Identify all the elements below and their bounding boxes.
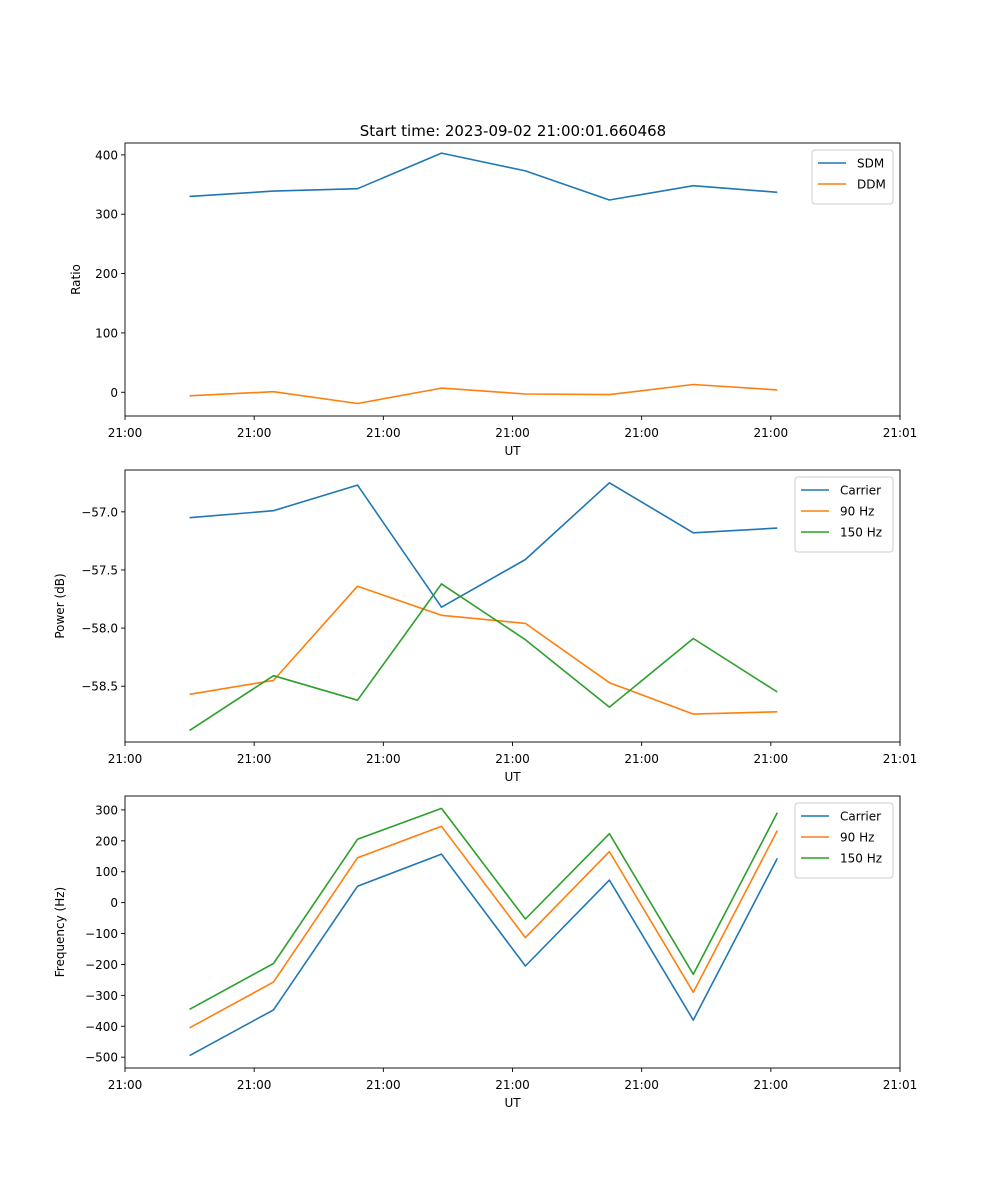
y-tick-label: −200 xyxy=(85,958,118,972)
y-tick-label: 100 xyxy=(95,326,118,340)
y-tick-label: −57.0 xyxy=(81,505,118,519)
subplots: 21:00 21:00 21:00 21:00 21:00 21:00 21:0101002… xyxy=(53,142,918,1110)
x-tick-label: 21:00 xyxy=(366,426,401,440)
x-tick-label: 21:00 xyxy=(624,752,659,766)
y-tick-label: −58.0 xyxy=(81,622,118,636)
y-tick-label: −58.5 xyxy=(81,680,118,694)
x-tick-label: 21:00 xyxy=(108,426,143,440)
legend-label: 150 Hz xyxy=(840,526,882,540)
series-line-carrier xyxy=(189,853,779,1057)
series-line-sdm xyxy=(189,152,778,201)
x-tick-label: 21:00 xyxy=(108,1078,143,1092)
x-tick-label: 21:00 xyxy=(237,752,272,766)
x-tick-label: 21:00 xyxy=(237,1078,272,1092)
y-tick-label: 400 xyxy=(95,148,118,162)
legend-label: 90 Hz xyxy=(840,831,874,845)
x-tick-label: 21:00 xyxy=(495,1078,530,1092)
figure-title: Start time: 2023-09-02 21:00:01.660468 xyxy=(360,122,666,140)
x-axis-label: UT xyxy=(504,1096,521,1110)
y-axis-label: Ratio xyxy=(69,264,83,295)
series-line-150-hz xyxy=(189,807,779,1011)
x-tick-label: 21:01 xyxy=(883,426,918,440)
x-axis-label: UT xyxy=(504,444,521,458)
x-tick-label: 21:00 xyxy=(624,426,659,440)
series-line-carrier xyxy=(189,481,778,609)
y-tick-label: 0 xyxy=(110,386,118,400)
series-line-ddm xyxy=(189,383,778,405)
y-tick-label: 0 xyxy=(110,896,118,910)
y-axis-label: Frequency (Hz) xyxy=(53,887,67,978)
y-tick-label: 300 xyxy=(95,803,118,817)
series-line-90-hz xyxy=(189,585,778,715)
series-line-150-hz xyxy=(189,583,778,732)
legend-box xyxy=(794,802,894,879)
legend-box xyxy=(794,476,894,553)
x-tick-label: 21:00 xyxy=(754,1078,789,1092)
x-tick-label: 21:00 xyxy=(108,752,143,766)
series-line-90-hz xyxy=(189,825,779,1029)
x-tick-label: 21:00 xyxy=(495,752,530,766)
x-tick-label: 21:00 xyxy=(237,426,272,440)
y-tick-label: −300 xyxy=(85,989,118,1003)
y-tick-label: 200 xyxy=(95,834,118,848)
legend-label: SDM xyxy=(857,157,884,171)
legend: Carrier 90 Hz 150 Hz xyxy=(794,476,894,553)
legend-label: DDM xyxy=(857,178,886,192)
x-tick-label: 21:00 xyxy=(624,1078,659,1092)
x-tick-label: 21:00 xyxy=(366,752,401,766)
legend-label: 150 Hz xyxy=(840,852,882,866)
x-tick-label: 21:01 xyxy=(883,1078,918,1092)
y-axis-label: Power (dB) xyxy=(53,573,67,638)
subplot-3: 21:00 21:00 21:00 21:00 21:00 21:00 21:01 −500 −… xyxy=(53,795,918,1110)
y-tick-label: −500 xyxy=(85,1051,118,1065)
x-tick-label: 21:00 xyxy=(754,426,789,440)
subplot-1: 21:00 21:00 21:00 21:00 21:00 21:00 21:01 0 100 2… xyxy=(69,142,918,458)
y-tick-label: 200 xyxy=(95,267,118,281)
x-tick-label: 21:01 xyxy=(883,752,918,766)
x-tick-label: 21:00 xyxy=(754,752,789,766)
y-tick-label: −57.5 xyxy=(81,563,118,577)
y-tick-label: −400 xyxy=(85,1020,118,1034)
legend: SDM DDM xyxy=(811,149,894,205)
y-tick-label: −100 xyxy=(85,927,118,941)
legend-label: Carrier xyxy=(840,484,881,498)
legend-label: 90 Hz xyxy=(840,505,874,519)
y-tick-label: 300 xyxy=(95,208,118,222)
x-tick-label: 21:00 xyxy=(366,1078,401,1092)
legend: Carrier 90 Hz 150 Hz xyxy=(794,802,894,879)
y-tick-label: 100 xyxy=(95,865,118,879)
x-tick-label: 21:00 xyxy=(495,426,530,440)
legend-label: Carrier xyxy=(840,810,881,824)
x-axis-label: UT xyxy=(504,770,521,784)
subplot-2: 21:00 21:00 21:00 21:00 21:00 21:00 21:01 −58.5… xyxy=(53,469,918,784)
